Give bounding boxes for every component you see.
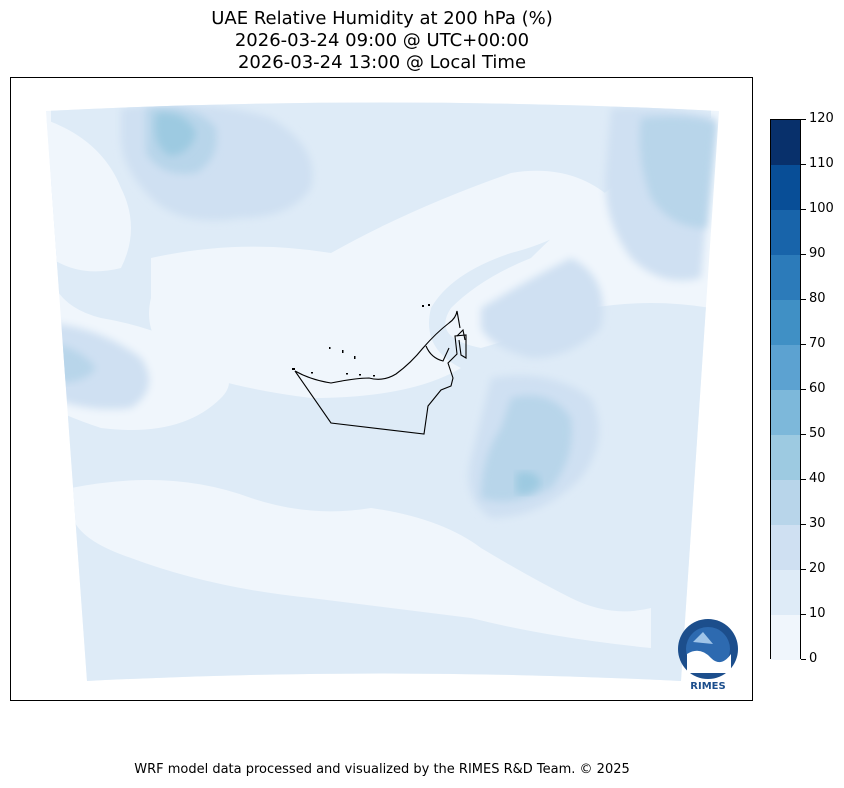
- colorbar-tick: [801, 433, 806, 435]
- contour-30-40-east: [639, 116, 716, 228]
- colorbar-segment: [771, 435, 800, 480]
- contour-0-10-center: [149, 170, 611, 398]
- colorbar-tick-label: 110: [809, 156, 834, 171]
- contour-20-30-east2: [481, 258, 603, 358]
- rimes-logo: RIMES: [678, 619, 738, 692]
- colorbar-tick: [801, 163, 806, 165]
- colorbar-tick-label: 120: [809, 111, 834, 126]
- colorbar-segment: [771, 615, 800, 660]
- colorbar-segment: [771, 120, 800, 165]
- colorbar-tick-label: 20: [809, 561, 826, 576]
- colorbar-segment: [771, 525, 800, 570]
- colorbar-tick-label: 0: [809, 651, 818, 666]
- uae-boundary: [294, 310, 467, 435]
- colorbar-tick-label: 10: [809, 606, 826, 621]
- colorbar-tick: [801, 568, 806, 570]
- local-time-subtitle: 2026-03-24 13:00 @ Local Time: [237, 52, 527, 73]
- colorbar-segment: [771, 345, 800, 390]
- humidity-contours: [46, 102, 716, 681]
- contour-20-30-west: [51, 323, 149, 410]
- contour-0-10-west: [46, 118, 131, 272]
- colorbar-tick: [801, 208, 806, 210]
- colorbar-tick-label: 70: [809, 336, 826, 351]
- contour-40-50-north: [155, 112, 196, 156]
- map-panel: RIMES: [10, 77, 753, 701]
- utc-time-subtitle: 2026-03-24 09:00 @ UTC+00:00: [234, 30, 530, 51]
- uae-islands: [292, 304, 430, 377]
- map-title: UAE Relative Humidity at 200 hPa (%): [211, 8, 553, 29]
- colorbar: [770, 119, 801, 660]
- colorbar-tick: [801, 388, 806, 390]
- contour-0-10-south: [71, 480, 651, 648]
- colorbar-segment: [771, 480, 800, 525]
- logo-text: RIMES: [690, 681, 725, 692]
- colorbar-tick-label: 40: [809, 471, 826, 486]
- colorbar-tick: [801, 118, 806, 120]
- colorbar-tick-label: 100: [809, 201, 834, 216]
- colorbar-tick: [801, 658, 806, 660]
- colorbar-tick: [801, 253, 806, 255]
- colorbar-tick-label: 60: [809, 381, 826, 396]
- colorbar-segment: [771, 570, 800, 615]
- colorbar-tick: [801, 478, 806, 480]
- colorbar-segment: [771, 165, 800, 210]
- colorbar-tick-label: 90: [809, 246, 826, 261]
- colorbar-segment: [771, 390, 800, 435]
- colorbar-segment: [771, 210, 800, 255]
- colorbar-tick: [801, 523, 806, 525]
- colorbar-tick: [801, 613, 806, 615]
- colorbar-segment: [771, 300, 800, 345]
- contour-30-40-se: [481, 395, 572, 502]
- humidity-map: [46, 102, 719, 681]
- colorbar-tick-label: 80: [809, 291, 826, 306]
- colorbar-tick: [801, 343, 806, 345]
- colorbar-segment: [771, 255, 800, 300]
- contour-40-50-se: [516, 471, 541, 495]
- colorbar-tick-label: 50: [809, 426, 826, 441]
- colorbar-tick-label: 30: [809, 516, 826, 531]
- footer-credit: WRF model data processed and visualized …: [134, 762, 630, 777]
- colorbar-tick: [801, 298, 806, 300]
